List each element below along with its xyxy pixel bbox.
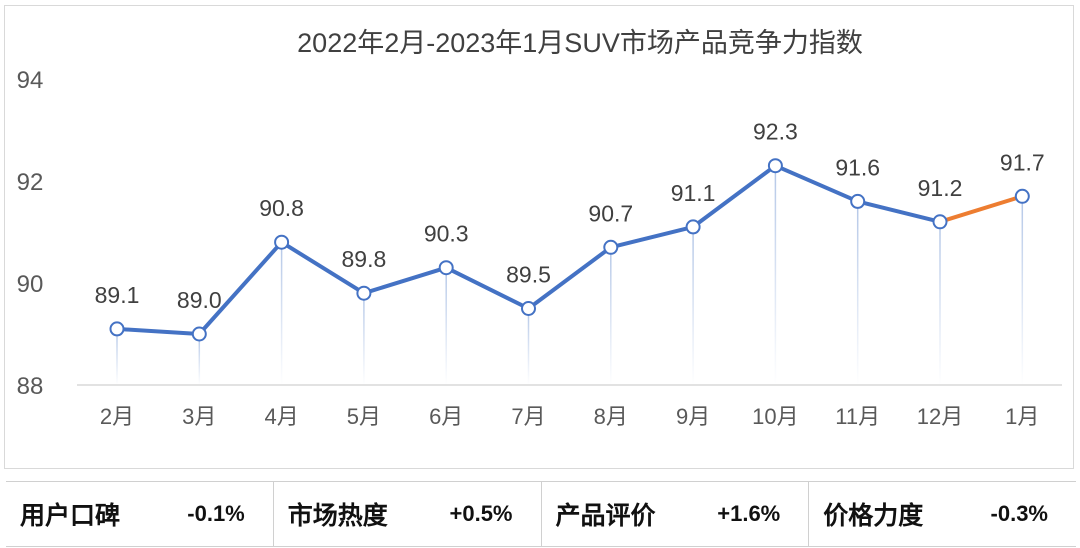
data-label: 89.8 [342,246,387,272]
data-label: 90.3 [424,221,469,247]
x-tick-label: 1月 [1005,404,1039,429]
x-tick-label: 12月 [917,404,963,429]
drop-line [116,328,118,385]
x-tick-label: 5月 [347,404,381,429]
x-tick-label: 3月 [182,404,216,429]
x-tick-label: 7月 [511,404,545,429]
stat-price-strength: 价格力度 -0.3% [808,482,1076,546]
stat-value: +1.6% [717,501,781,526]
data-label: 91.1 [671,180,716,206]
data-label: 89.0 [177,287,222,313]
line-segment [773,163,860,204]
drop-line [610,247,612,385]
line-segment [197,240,284,336]
line-chart: 2022年2月-2023年1月SUV市场产品竞争力指数 88 90 92 94 89.… [17,28,1062,429]
line-segment [855,199,942,224]
x-tick-label: 4月 [264,404,298,429]
drop-line [774,165,777,385]
line-segment [279,240,366,296]
data-point [274,234,290,250]
data-label: 91.7 [1000,149,1045,175]
x-tick-label: 8月 [594,404,628,429]
drop-line [363,293,365,385]
data-point [603,239,619,255]
stat-label: 市场热度 [287,502,388,530]
drop-line [856,201,859,385]
drop-line [198,334,201,385]
data-point [932,214,948,230]
chart-title: 2022年2月-2023年1月SUV市场产品竞争力指数 [297,28,863,58]
data-point [1014,188,1030,204]
stat-value: -0.1% [187,501,245,526]
data-point [356,285,372,301]
stat-label: 产品评价 [555,502,656,530]
x-tick-label: 11月 [835,404,880,429]
drop-line [692,226,694,385]
data-point [438,260,454,276]
line-segment [361,265,449,296]
data-point [191,326,207,342]
stat-label: 用户口碑 [20,502,121,530]
drop-line [939,221,941,385]
line-segment [608,224,696,250]
x-tick-label: 2月 [100,404,134,429]
stat-user-reputation: 用户口碑 -0.1% [6,482,273,546]
stat-market-heat: 市场热度 +0.5% [272,482,541,546]
data-point [685,219,701,235]
line-segment [938,194,1025,224]
stat-product-rating: 产品评价 +1.6% [540,482,809,546]
drop-line [280,242,283,385]
chart-frame [4,5,1074,469]
stat-label: 价格力度 [823,502,924,530]
data-label: 92.3 [753,119,798,145]
drop-line [1021,196,1024,385]
line-segment [444,265,531,311]
line-segment [115,326,202,336]
y-tick-label: 90 [17,271,44,298]
data-label: 91.2 [918,175,963,201]
data-label: 90.8 [259,195,304,221]
stat-value: +0.5% [449,501,513,526]
data-point [767,158,783,174]
x-tick-label: 9月 [676,404,710,429]
data-point [850,193,866,209]
x-tick-label: 6月 [429,404,463,429]
data-label: 89.5 [506,262,551,288]
data-point [521,301,536,316]
drop-line [445,267,447,385]
x-tick-label: 10月 [752,404,798,429]
y-tick-label: 92 [17,169,44,196]
data-point [109,321,125,337]
line-segment [526,245,613,311]
stat-value: -0.3% [990,501,1048,526]
y-tick-label: 94 [17,67,44,94]
data-label: 91.6 [835,154,880,180]
data-label: 89.1 [95,282,140,308]
line-segment [691,163,778,229]
stats-bar: 用户口碑 -0.1% 市场热度 +0.5% 产品评价 +1.6% 价格力度 -0.3% [6,481,1076,547]
drop-line [527,308,530,385]
y-tick-label: 88 [17,373,44,400]
data-label: 90.7 [588,200,633,226]
